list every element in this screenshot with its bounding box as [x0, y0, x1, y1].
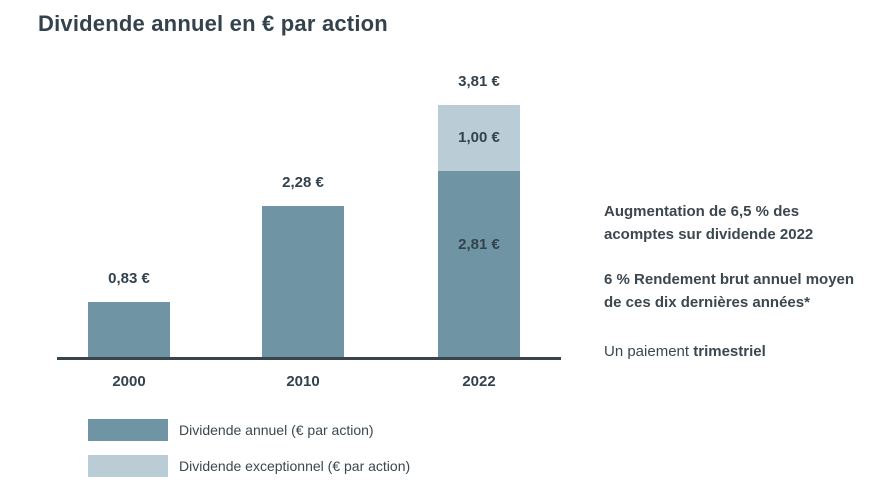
legend-label-annual: Dividende annuel (€ par action)	[179, 422, 374, 438]
bar-segment-2000-annual	[88, 302, 170, 357]
chart-title: Dividende annuel en € par action	[38, 11, 388, 36]
note-payment-frequency: Un paiement trimestriel	[604, 343, 766, 360]
bar-segment-2022-annual	[438, 171, 520, 357]
bar-total-label-2000: 0,83 €	[108, 270, 150, 287]
bar-segment-2010-annual	[262, 206, 344, 357]
segment-value-label-2022-annual: 2,81 €	[458, 236, 500, 253]
x-tick-label-2022: 2022	[462, 373, 496, 390]
legend-swatch-annual	[88, 419, 168, 441]
legend-swatch-exceptional	[88, 455, 168, 477]
chart-legend: Dividende annuel (€ par action) Dividende…	[88, 419, 410, 491]
segment-value-label-2022-exceptional: 1,00 €	[458, 129, 500, 146]
note-gross-yield: 6 % Rendement brut annuel moyen de ces di…	[604, 271, 855, 311]
x-tick-label-2010: 2010	[286, 373, 320, 390]
legend-item-annual: Dividende annuel (€ par action)	[88, 419, 410, 441]
legend-label-exceptional: Dividende exceptionnel (€ par action)	[179, 458, 411, 474]
annotation-panel: Augmentation de 6,5 % des acomptes sur di…	[604, 200, 866, 363]
bar-total-label-2010: 2,28 €	[282, 174, 324, 191]
note-dividend-increase: Augmentation de 6,5 % des acomptes sur di…	[604, 203, 814, 243]
x-tick-label-2000: 2000	[112, 373, 146, 390]
x-axis-line	[57, 357, 561, 360]
bar-total-label-2022: 3,81 €	[458, 73, 500, 90]
legend-item-exceptional: Dividende exceptionnel (€ par action)	[88, 455, 410, 477]
bar-segment-2022-exceptional	[438, 105, 520, 171]
